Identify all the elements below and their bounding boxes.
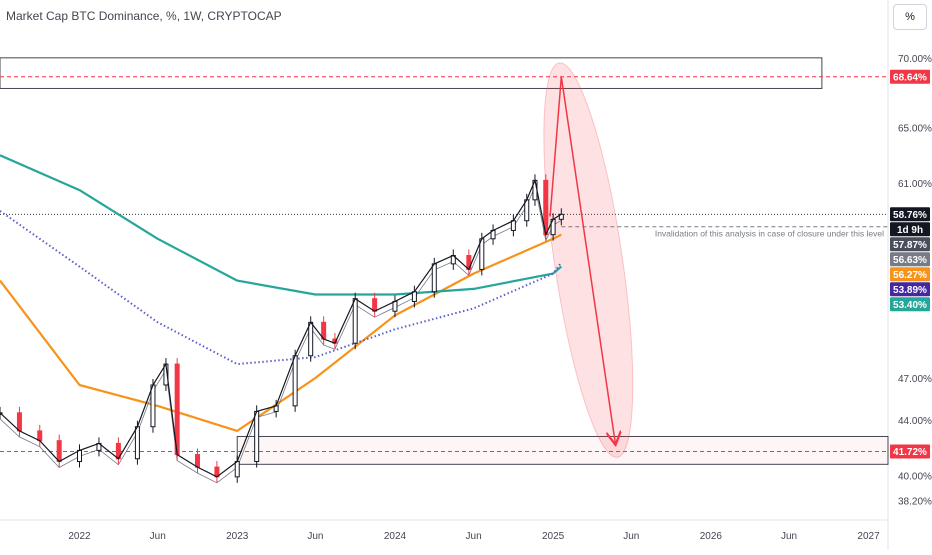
price-axis-label: 41.72%	[890, 444, 930, 459]
percent-scale-button[interactable]: %	[893, 4, 927, 30]
price-axis-label-bg	[890, 297, 930, 312]
candle-body	[234, 461, 240, 478]
price-axis-label: 68.64%	[890, 69, 930, 84]
candle-body	[372, 298, 378, 312]
price-axis-label: 56.27%	[890, 267, 930, 282]
price-axis-label: 58.76%	[890, 207, 930, 222]
candle-body	[150, 384, 156, 428]
candle-body	[558, 213, 564, 220]
price-axis-label-text: 41.72%	[893, 447, 927, 458]
price-axis-label-bg	[890, 237, 930, 252]
candle-body	[431, 263, 437, 293]
y-tick-label: 65.00%	[898, 123, 932, 134]
y-tick-label: 70.00%	[898, 54, 932, 65]
x-tick-label: 2022	[68, 531, 91, 542]
candle-body	[56, 440, 62, 463]
upper-zone-box	[0, 57, 823, 89]
x-tick-label: Jun	[307, 531, 323, 542]
candle-body	[77, 449, 83, 463]
price-axis-label-bg	[890, 207, 930, 222]
price-axis-label-text: 53.40%	[893, 300, 927, 311]
candle-body	[16, 412, 22, 432]
price-axis-label-text: 1d 9h	[897, 225, 923, 236]
price-axis-label-bg	[890, 282, 930, 297]
y-tick-label: 47.00%	[898, 374, 932, 385]
price-axis-label-bg	[890, 444, 930, 459]
price-axis-label: 53.89%	[890, 282, 930, 297]
y-tick-label: 38.20%	[898, 497, 932, 508]
price-axis-label-text: 56.63%	[893, 255, 927, 266]
candle-body	[37, 430, 43, 442]
candle-body	[411, 291, 417, 302]
price-line	[0, 178, 562, 478]
x-tick-label: Jun	[150, 531, 166, 542]
price-axis-label: 57.87%	[890, 237, 930, 252]
moving-average-line-0	[0, 233, 562, 432]
arrow-down-segment	[560, 76, 615, 444]
candle-body	[308, 321, 314, 357]
price-axis-label: 53.40%	[890, 297, 930, 312]
price-axis-label-text: 58.76%	[893, 210, 927, 221]
x-tick-label: 2027	[857, 531, 880, 542]
y-tick-label: 44.00%	[898, 416, 932, 427]
x-tick-label: 2025	[542, 531, 565, 542]
x-tick-label: Jun	[623, 531, 639, 542]
chart-title: Market Cap BTC Dominance, %, 1W, CRYPTOC…	[6, 9, 282, 23]
invalidation-label: Invalidation of this analysis in case of…	[655, 229, 884, 239]
price-axis-label-text: 68.64%	[893, 72, 927, 83]
y-tick-label: 40.00%	[898, 471, 932, 482]
x-tick-label: Jun	[781, 531, 797, 542]
price-axis-label-bg	[890, 69, 930, 84]
candle-body	[510, 220, 516, 231]
arrow-up-segment	[549, 76, 563, 217]
price-axis-label-bg	[890, 222, 930, 237]
moving-average-line-2	[0, 210, 563, 366]
x-tick-label: 2026	[700, 531, 723, 542]
price-axis-label-text: 53.89%	[893, 285, 927, 296]
x-tick-label: 2024	[384, 531, 407, 542]
x-tick-label: 2023	[226, 531, 249, 542]
x-tick-label: Jun	[466, 531, 482, 542]
price-axis-label: 56.63%	[890, 252, 930, 267]
price-axis-label-text: 56.27%	[893, 270, 927, 281]
moving-average-line-1	[0, 154, 563, 296]
price-axis-label-bg	[890, 252, 930, 267]
candle-body	[292, 355, 298, 407]
candle-body	[134, 426, 140, 460]
price-axis-label-text: 57.87%	[893, 240, 927, 251]
candle-body	[254, 410, 260, 463]
candle-body	[352, 298, 358, 344]
lower-zone-box	[236, 435, 889, 465]
y-tick-label: 61.00%	[898, 179, 932, 190]
price-axis-label: 1d 9h	[890, 222, 930, 237]
candle-body	[392, 300, 398, 312]
candle-body	[194, 454, 200, 468]
price-axis-label-bg	[890, 267, 930, 282]
